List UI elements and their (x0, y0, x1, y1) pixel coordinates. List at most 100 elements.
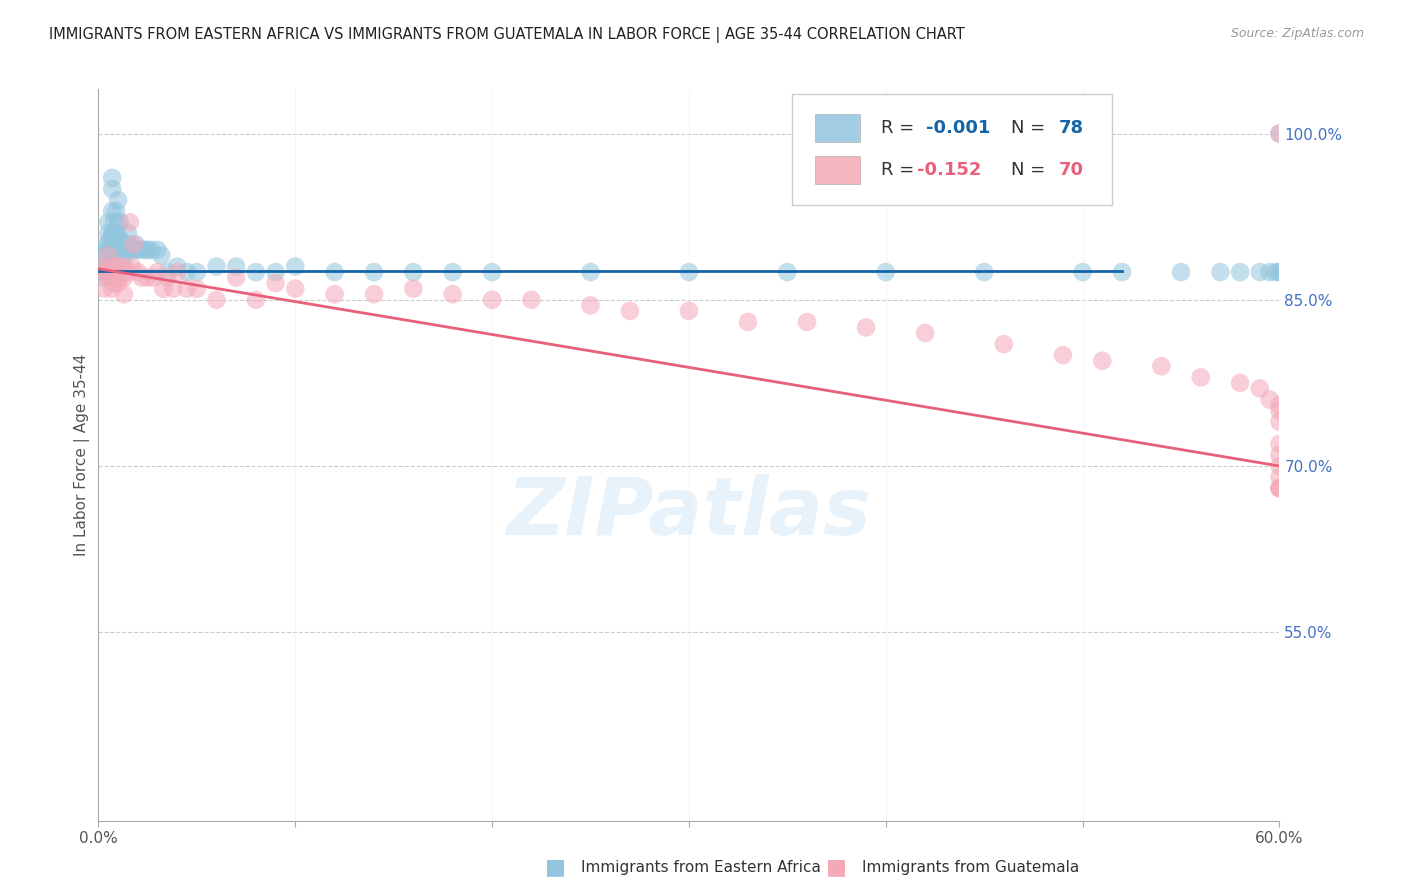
Point (186, 265, 208, 279)
Point (264, 276, 287, 290)
Point (142, 270, 165, 285)
Point (117, 243, 139, 257)
Point (107, 232, 129, 246)
Point (481, 293, 503, 307)
Point (579, 298, 602, 312)
Point (117, 227, 139, 241)
Point (776, 265, 799, 279)
FancyBboxPatch shape (815, 156, 860, 184)
Point (1209, 265, 1232, 279)
Point (1091, 353, 1114, 368)
Point (121, 260, 143, 274)
Point (96, 265, 118, 279)
Point (162, 282, 184, 296)
FancyBboxPatch shape (792, 95, 1112, 205)
Point (107, 276, 129, 290)
Point (205, 293, 228, 307)
Point (101, 227, 124, 241)
Point (93, 265, 115, 279)
Point (264, 265, 287, 279)
Point (103, 227, 125, 241)
Point (1258, 392, 1281, 407)
Point (103, 260, 125, 274)
Point (135, 243, 157, 257)
Point (97, 243, 120, 257)
Point (117, 265, 139, 279)
Point (205, 260, 228, 274)
FancyBboxPatch shape (815, 114, 860, 142)
Point (107, 260, 129, 274)
Point (176, 282, 198, 296)
Text: Source: ZipAtlas.com: Source: ZipAtlas.com (1230, 27, 1364, 40)
Point (98, 243, 121, 257)
Point (96, 265, 118, 279)
Y-axis label: In Labor Force | Age 35-44: In Labor Force | Age 35-44 (75, 354, 90, 556)
Point (284, 282, 307, 296)
Point (91, 260, 114, 274)
Point (96, 237, 118, 252)
Point (103, 276, 125, 290)
Point (1268, 265, 1291, 279)
Point (97, 260, 120, 274)
Point (97, 227, 120, 241)
Point (112, 270, 135, 285)
Point (125, 237, 148, 252)
Point (105, 243, 128, 257)
Point (441, 265, 464, 279)
Point (101, 282, 124, 296)
Point (737, 315, 759, 329)
Point (97, 248, 120, 262)
Point (1111, 265, 1133, 279)
Point (1249, 265, 1271, 279)
Point (111, 260, 134, 274)
Point (93, 243, 115, 257)
Point (112, 254, 135, 268)
Point (481, 265, 503, 279)
Text: R =: R = (882, 161, 921, 178)
Point (579, 265, 602, 279)
Point (105, 270, 128, 285)
Point (121, 243, 143, 257)
Point (118, 237, 141, 252)
Point (1268, 437, 1291, 451)
Point (1170, 265, 1192, 279)
Point (91, 260, 114, 274)
Point (678, 265, 700, 279)
Point (363, 265, 385, 279)
Point (1268, 415, 1291, 429)
Point (1268, 481, 1291, 495)
Point (1268, 481, 1291, 495)
Point (101, 170, 124, 185)
Point (122, 237, 145, 252)
Point (1268, 398, 1291, 412)
Point (323, 265, 346, 279)
Text: 78: 78 (1059, 119, 1084, 137)
Point (284, 260, 307, 274)
Point (1249, 381, 1271, 395)
Point (127, 243, 149, 257)
Point (176, 265, 198, 279)
Point (166, 265, 188, 279)
Point (105, 204, 128, 219)
Point (520, 293, 543, 307)
Point (1268, 481, 1291, 495)
Point (1268, 127, 1291, 141)
Point (122, 243, 145, 257)
Point (1150, 359, 1173, 374)
Point (101, 204, 124, 219)
Point (131, 243, 153, 257)
Point (973, 265, 995, 279)
Text: IMMIGRANTS FROM EASTERN AFRICA VS IMMIGRANTS FROM GUATEMALA IN LABOR FORCE | AGE: IMMIGRANTS FROM EASTERN AFRICA VS IMMIGR… (49, 27, 965, 43)
Point (1189, 370, 1212, 384)
Point (103, 243, 125, 257)
Point (105, 227, 128, 241)
Point (115, 243, 138, 257)
Point (108, 232, 131, 246)
Point (111, 248, 134, 262)
Point (619, 303, 641, 318)
Point (108, 215, 131, 229)
Point (441, 287, 464, 301)
Text: ZIPatlas: ZIPatlas (506, 475, 872, 552)
Point (146, 265, 169, 279)
Point (1268, 403, 1291, 417)
